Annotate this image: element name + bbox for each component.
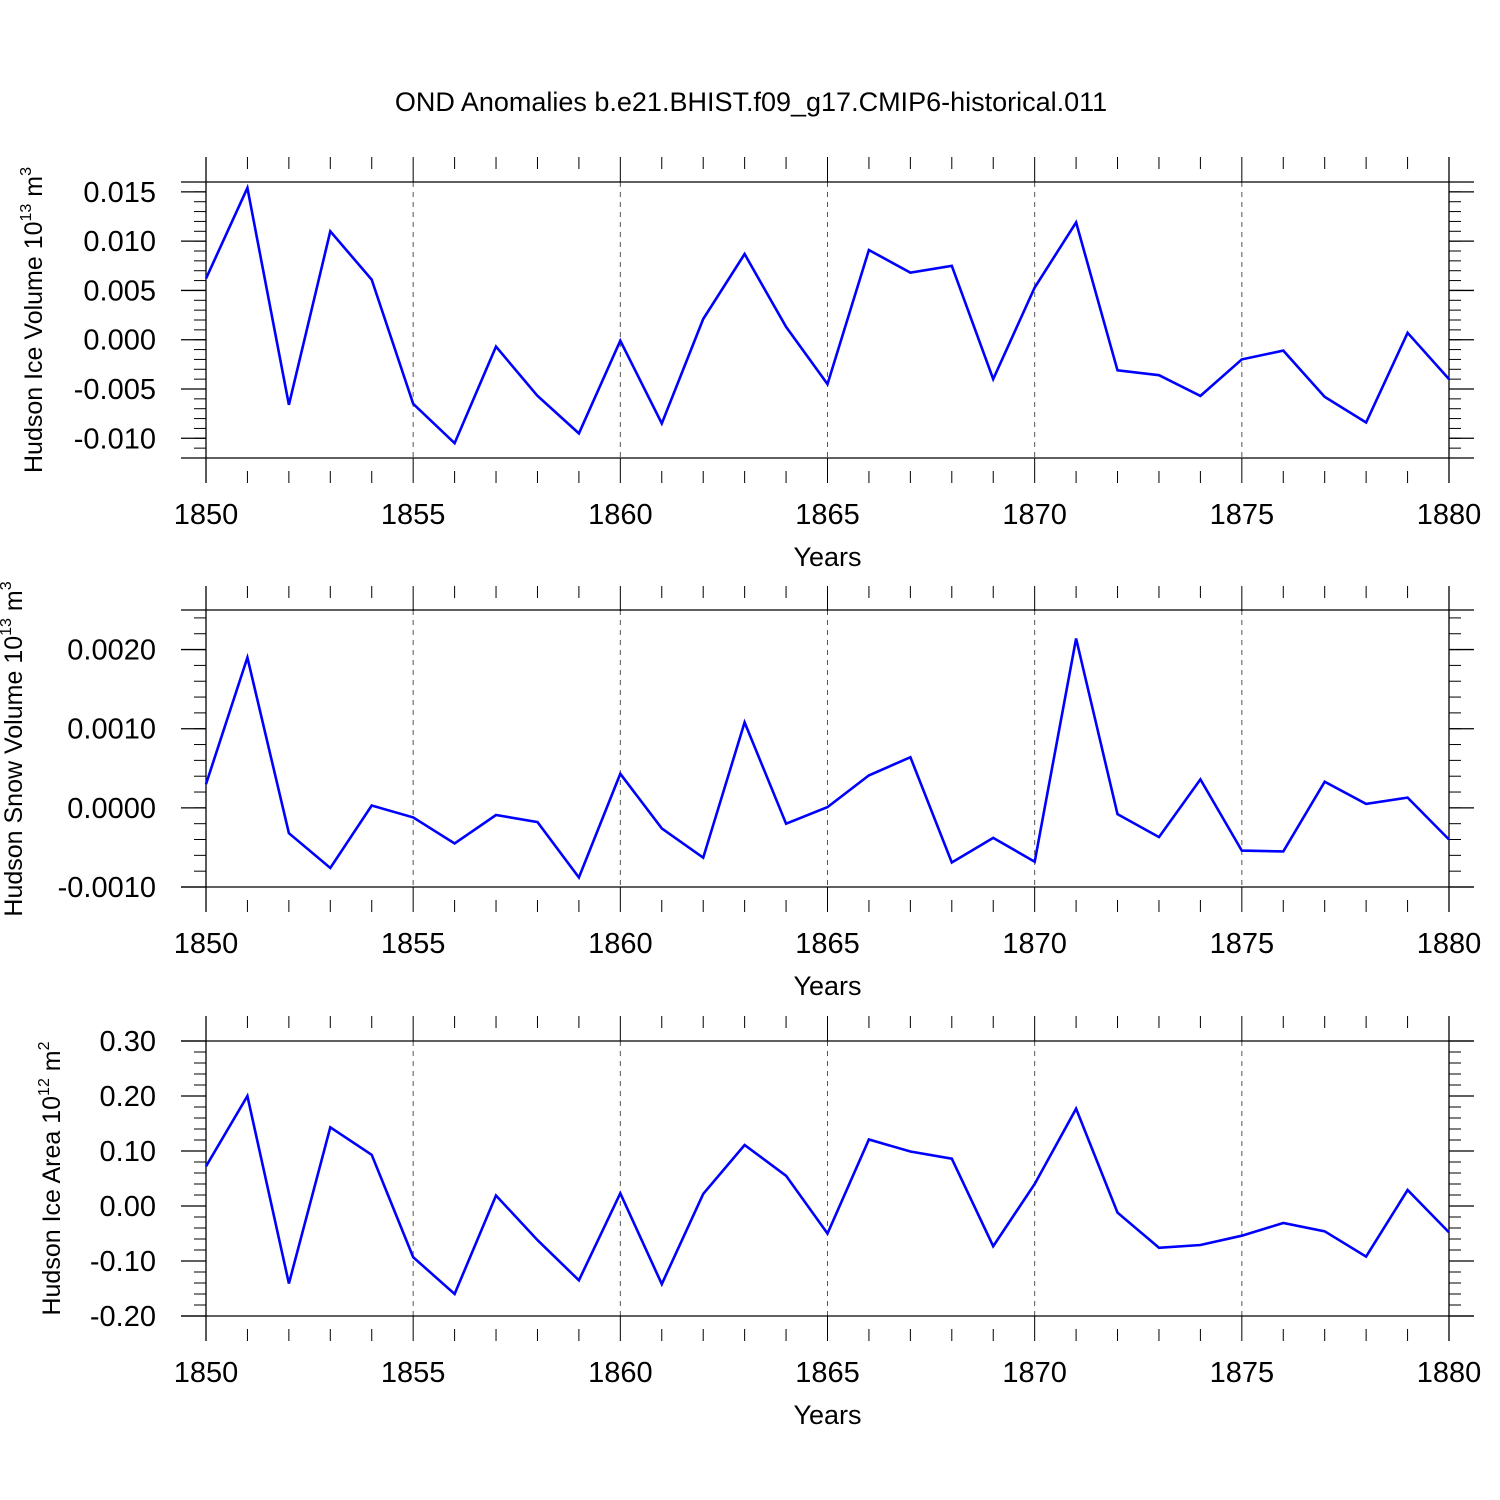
y-tick-label: 0.00: [100, 1191, 156, 1223]
panel-2: -0.0010 0.0000 0.0010 0.0020 1850 1855 1860 186…: [0, 581, 1481, 1001]
y-axis-label: Hudson Snow Volume 1013 m3: [0, 581, 28, 916]
y-tick-label: 0.30: [100, 1026, 156, 1058]
x-tick-label: 1880: [1417, 499, 1482, 531]
x-tick-label: 1860: [588, 1357, 653, 1389]
y-tick-label: -0.10: [90, 1246, 156, 1278]
x-tick-label: 1875: [1210, 928, 1275, 960]
x-tick-label: 1860: [588, 499, 653, 531]
x-tick-label: 1865: [795, 928, 860, 960]
y-axis-label: Hudson Ice Area 1012 m2: [36, 1041, 66, 1315]
y-tick-label: -0.010: [74, 423, 156, 455]
panel-1: -0.010 -0.005 0.000 0.005 0.010 0.015 1850 1855…: [18, 157, 1481, 572]
x-axis-label: Years: [793, 542, 861, 572]
x-axis-label: Years: [793, 971, 861, 1001]
x-tick-label: 1875: [1210, 1357, 1275, 1389]
y-tick-label: 0.0020: [67, 635, 156, 667]
y-tick-label: 0.0000: [67, 793, 156, 825]
x-tick-label: 1860: [588, 928, 653, 960]
x-tick-label: 1865: [795, 1357, 860, 1389]
y-tick-label: 0.20: [100, 1081, 156, 1113]
panel-3: -0.20 -0.10 0.00 0.10 0.20 0.30 1850 1855 1860 18…: [36, 1016, 1481, 1430]
x-tick-label: 1880: [1417, 928, 1482, 960]
y-tick-label: 0.000: [83, 325, 156, 357]
x-tick-label: 1855: [381, 1357, 446, 1389]
x-tick-label: 1850: [174, 1357, 239, 1389]
x-tick-label: 1865: [795, 499, 860, 531]
y-tick-label: 0.005: [83, 275, 156, 307]
y-axis-label: Hudson Ice Volume 1013 m3: [18, 167, 48, 473]
y-tick-label: 0.010: [83, 226, 156, 258]
y-tick-label: 0.0010: [67, 714, 156, 746]
x-tick-label: 1855: [381, 928, 446, 960]
x-tick-label: 1870: [1002, 1357, 1067, 1389]
y-tick-label: 0.10: [100, 1136, 156, 1168]
y-tick-label: 0.015: [83, 177, 156, 209]
figure-title: OND Anomalies b.e21.BHIST.f09_g17.CMIP6-…: [395, 87, 1107, 117]
x-tick-label: 1875: [1210, 499, 1275, 531]
y-tick-label: -0.0010: [58, 872, 156, 904]
x-axis-label: Years: [793, 1400, 861, 1430]
y-tick-label: -0.20: [90, 1301, 156, 1333]
x-tick-label: 1850: [174, 928, 239, 960]
x-tick-label: 1850: [174, 499, 239, 531]
x-tick-label: 1870: [1002, 928, 1067, 960]
x-tick-label: 1880: [1417, 1357, 1482, 1389]
y-tick-label: -0.005: [74, 374, 156, 406]
x-tick-label: 1855: [381, 499, 446, 531]
x-tick-label: 1870: [1002, 499, 1067, 531]
